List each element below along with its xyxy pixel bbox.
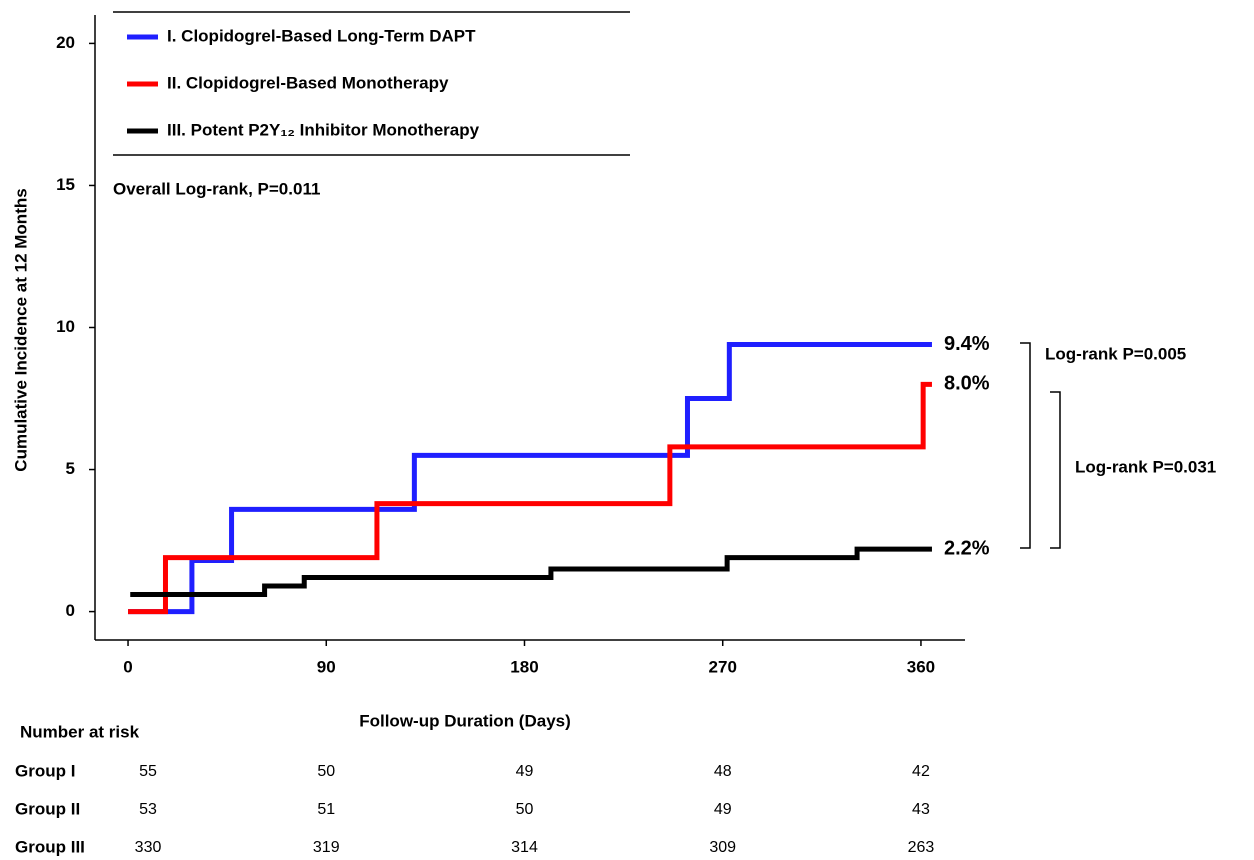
annotation: Log-rank P=0.031 <box>1075 457 1216 476</box>
risk-value: 53 <box>139 801 157 818</box>
risk-value: 49 <box>516 763 534 780</box>
x-tick-label: 90 <box>317 657 336 676</box>
y-tick-label: 20 <box>56 33 75 52</box>
risk-value: 263 <box>908 839 935 856</box>
annotation: Overall Log-rank, P=0.011 <box>113 179 320 198</box>
risk-value: 43 <box>912 801 930 818</box>
legend-label: II. Clopidogrel-Based Monotherapy <box>167 73 449 92</box>
risk-row-label: Group III <box>15 837 85 856</box>
x-tick-label: 180 <box>510 657 538 676</box>
y-tick-label: 15 <box>56 175 75 194</box>
risk-value: 55 <box>139 763 157 780</box>
y-tick-label: 10 <box>56 317 75 336</box>
risk-value: 319 <box>313 839 340 856</box>
risk-value: 50 <box>516 801 534 818</box>
risk-row-label: Group II <box>15 799 80 818</box>
bracket <box>1050 391 1061 549</box>
annotation: Log-rank P=0.005 <box>1045 344 1186 363</box>
risk-value: 314 <box>511 839 538 856</box>
risk-value: 330 <box>135 839 162 856</box>
y-tick-label: 5 <box>66 459 75 478</box>
y-axis-label: Cumulative Incidence at 12 Months <box>11 188 30 471</box>
x-axis-label: Follow-up Duration (Days) <box>359 711 571 730</box>
step-line <box>128 381 932 615</box>
end-label: 8.0% <box>944 373 990 395</box>
risk-value: 50 <box>317 763 335 780</box>
end-label: 9.4% <box>944 333 990 355</box>
x-tick-label: 360 <box>907 657 935 676</box>
risk-value: 48 <box>714 763 732 780</box>
end-label: 2.2% <box>944 537 990 559</box>
risk-value: 309 <box>709 839 736 856</box>
risk-table-title: Number at risk <box>20 722 140 741</box>
risk-value: 42 <box>912 763 930 780</box>
legend-label: III. Potent P2Y₁₂ Inhibitor Monotherapy <box>167 120 480 139</box>
legend-label: I. Clopidogrel-Based Long-Term DAPT <box>167 26 476 45</box>
bracket <box>1020 342 1031 549</box>
step-line <box>128 342 932 615</box>
risk-value: 49 <box>714 801 732 818</box>
y-tick-label: 0 <box>66 601 75 620</box>
risk-value: 51 <box>317 801 335 818</box>
step-line <box>130 546 932 598</box>
x-tick-label: 270 <box>709 657 737 676</box>
risk-row-label: Group I <box>15 761 75 780</box>
x-tick-label: 0 <box>123 657 132 676</box>
